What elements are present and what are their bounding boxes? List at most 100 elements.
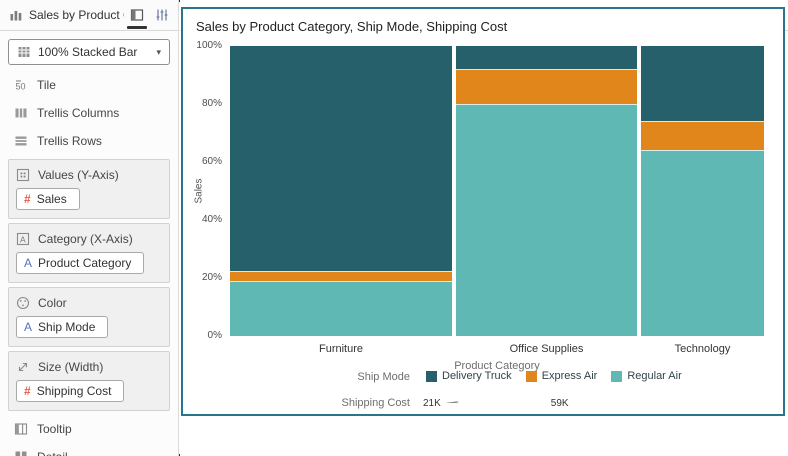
- section-label: Values (Y-Axis): [38, 168, 119, 182]
- x-axis-category-label: Technology: [674, 343, 731, 355]
- sidebar-item-label: Tile: [37, 78, 56, 92]
- sidebar-item-detail[interactable]: Detail: [0, 443, 178, 456]
- color-legend-title: Ship Mode: [357, 371, 410, 383]
- data-pill-label: Shipping Cost: [36, 384, 112, 398]
- sidebar-item-label: Trellis Columns: [37, 106, 120, 120]
- trellis-rows-icon: [14, 134, 28, 148]
- trellis-columns-icon: [14, 106, 28, 120]
- drop-target-category-x-axis[interactable]: A Category (X-Axis) A Product Category: [8, 223, 170, 283]
- legend-item-label: Express Air: [541, 370, 598, 382]
- svg-text:50: 50: [16, 82, 26, 92]
- sidebar-item-trellis-columns[interactable]: Trellis Columns: [0, 99, 178, 127]
- section-label: Category (X-Axis): [38, 232, 133, 246]
- visualization-tab-title[interactable]: Sales by Product Ca...: [29, 8, 124, 22]
- section-label: Color: [38, 296, 67, 310]
- y-axis-tick-label: 60%: [201, 156, 222, 167]
- bar-technology[interactable]: [641, 46, 764, 336]
- sidebar-mode-tabs: [127, 8, 169, 29]
- data-pill-sales[interactable]: # Sales: [16, 188, 80, 210]
- size-legend-max: 59K: [550, 397, 569, 409]
- legend-item-regular-air[interactable]: Regular Air: [611, 370, 682, 382]
- segment-express-air-office-supplies[interactable]: [456, 69, 637, 104]
- section-label: Size (Width): [38, 360, 104, 374]
- legend-item-delivery-truck[interactable]: Delivery Truck: [426, 370, 512, 382]
- sidebar-item-tile[interactable]: 50 Tile: [0, 71, 178, 99]
- data-pill-label: Ship Mode: [38, 320, 96, 334]
- legend-swatch: [525, 370, 537, 382]
- color-legend-row: Ship Mode Delivery Truck Express Air Regul…: [183, 370, 783, 387]
- data-pill-product-category[interactable]: A Product Category: [16, 252, 145, 274]
- segment-regular-air-furniture[interactable]: [230, 280, 452, 336]
- segment-delivery-truck-furniture[interactable]: [230, 46, 452, 271]
- segment-express-air-furniture[interactable]: [230, 270, 452, 281]
- segment-delivery-truck-technology[interactable]: [641, 46, 764, 122]
- segment-regular-air-technology[interactable]: [641, 150, 764, 336]
- segment-regular-air-office-supplies[interactable]: [456, 103, 637, 336]
- y-axis-tick-label: 100%: [196, 40, 222, 51]
- properties-panel-tab-icon[interactable]: [155, 8, 169, 22]
- chevron-down-icon: ▾: [156, 46, 161, 57]
- segment-delivery-truck-office-supplies[interactable]: [456, 46, 637, 70]
- tooltip-icon: [14, 422, 28, 436]
- bar-office-supplies[interactable]: [456, 46, 637, 336]
- data-pill-label: Product Category: [38, 256, 132, 270]
- drop-target-size-width[interactable]: Size (Width) # Shipping Cost: [8, 351, 170, 411]
- values-icon: [16, 168, 30, 182]
- section-header: Values (Y-Axis): [16, 166, 162, 184]
- size-legend: 21K 59K: [423, 395, 569, 411]
- y-axis-title: Sales: [193, 178, 205, 204]
- size-legend-row: Shipping Cost 21K 59K: [183, 397, 783, 413]
- sidebar-item-trellis-rows[interactable]: Trellis Rows: [0, 127, 178, 155]
- drop-target-color[interactable]: Color A Ship Mode: [8, 287, 170, 347]
- data-pill-shipping-cost[interactable]: # Shipping Cost: [16, 380, 125, 402]
- size-legend-title: Shipping Cost: [341, 397, 411, 409]
- size-ramp-icon: [446, 395, 546, 411]
- sidebar-item-tooltip[interactable]: Tooltip: [0, 415, 178, 443]
- y-axis-tick-label: 40%: [201, 214, 222, 225]
- segment-express-air-technology[interactable]: [641, 121, 764, 151]
- legend-item-label: Delivery Truck: [442, 370, 512, 382]
- legend-swatch: [426, 370, 437, 382]
- sidebar-item-label: Trellis Rows: [37, 134, 102, 148]
- category-icon: A: [16, 232, 30, 246]
- grammar-panel-tab-icon[interactable]: [127, 8, 147, 29]
- attribute-a-icon: A: [24, 256, 33, 270]
- section-header: A Category (X-Axis): [16, 230, 162, 248]
- y-axis-tick-label: 80%: [201, 98, 222, 109]
- chart-title: Sales by Product Category, Ship Mode, Sh…: [196, 19, 508, 34]
- chart-type-label: 100% Stacked Bar: [38, 45, 138, 59]
- chart-type-dropdown[interactable]: 100% Stacked Bar ▾: [8, 39, 170, 65]
- measure-hash-icon: #: [24, 192, 31, 206]
- data-pill-ship-mode[interactable]: A Ship Mode: [16, 316, 109, 338]
- visualization-tab-row: Sales by Product Ca...: [0, 0, 178, 31]
- bar-chart-icon: [9, 8, 23, 22]
- sidebar-rows-bottom: TooltipDetailFiltersRelated Columns: [0, 415, 178, 456]
- sidebar-item-label: Tooltip: [37, 422, 72, 436]
- tile-icon: 50: [14, 78, 28, 92]
- color-icon: [16, 296, 30, 310]
- bar-furniture[interactable]: [230, 46, 452, 336]
- legend-item-label: Regular Air: [627, 370, 682, 382]
- sidebar-drop-sections: Values (Y-Axis) # Sales A Category (X-Axis) A…: [0, 159, 178, 411]
- svg-text:A: A: [20, 234, 26, 244]
- measure-hash-icon: #: [24, 384, 31, 398]
- legend-swatch: [611, 370, 623, 382]
- legend-item-express-air[interactable]: Express Air: [525, 370, 598, 382]
- plot-area: [230, 46, 764, 336]
- color-legend-items: Delivery Truck Express Air Regular Air: [426, 370, 682, 382]
- sidebar-item-label: Detail: [37, 450, 68, 456]
- canvas-area: Click here or drag data to add a filter …: [180, 0, 788, 456]
- x-axis: Furniture Office Supplies Technology: [183, 343, 783, 357]
- visualization-grammar-sidebar: Sales by Product Ca... 100% Stacked Bar …: [0, 0, 179, 456]
- section-header: Size (Width): [16, 358, 162, 376]
- visualization-card[interactable]: Sales by Product Category, Ship Mode, Sh…: [181, 7, 785, 416]
- attribute-a-icon: A: [24, 320, 33, 334]
- section-header: Color: [16, 294, 162, 312]
- y-axis-tick-label: 0%: [207, 330, 222, 341]
- x-axis-title: Product Category: [454, 360, 540, 372]
- size-icon: [16, 360, 30, 374]
- drop-target-values-y-axis[interactable]: Values (Y-Axis) # Sales: [8, 159, 170, 219]
- stacked-bar-icon: [17, 45, 31, 59]
- data-pill-label: Sales: [36, 192, 67, 206]
